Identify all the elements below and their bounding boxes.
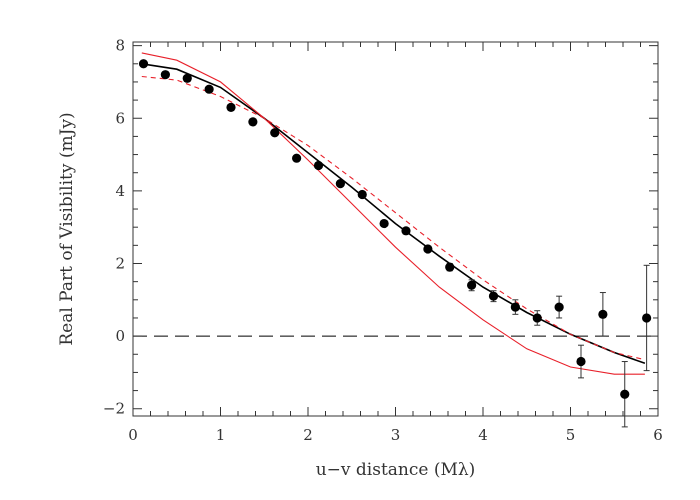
x-tick-label: 6	[653, 426, 663, 444]
data-point	[292, 153, 302, 163]
y-tick-label: 6	[115, 109, 125, 127]
data-point	[379, 218, 389, 229]
y-tick-label: 2	[115, 254, 125, 272]
data-point	[335, 179, 345, 189]
data-point	[488, 291, 499, 301]
y-tick-label: 0	[115, 327, 125, 345]
x-tick-label: 2	[303, 426, 313, 444]
data-point	[554, 302, 564, 312]
model-curve-red	[141, 52, 645, 375]
data-point	[510, 302, 520, 312]
data-point	[204, 84, 214, 94]
data-point	[620, 389, 630, 399]
y-tick-label: 4	[115, 182, 125, 200]
x-tick-label: 3	[391, 426, 401, 444]
data-point	[270, 128, 280, 138]
data-point	[532, 313, 542, 323]
x-tick-label: 0	[128, 426, 138, 444]
y-axis-label: Real Part of Visibility (mJy)	[57, 112, 77, 345]
y-tick-label: −2	[103, 400, 125, 418]
x-tick-label: 1	[216, 426, 226, 444]
data-point	[642, 313, 652, 323]
x-axis-label: u−v distance (Mλ)	[316, 460, 476, 480]
data-point	[313, 160, 324, 171]
data-point	[248, 117, 258, 127]
data-point	[401, 226, 411, 236]
data-point	[445, 262, 455, 272]
model-curve-black	[141, 63, 646, 365]
data-point	[467, 280, 477, 290]
data-point	[182, 73, 192, 83]
data-point	[160, 70, 170, 80]
data-point	[357, 189, 367, 200]
y-tick-label: 8	[115, 37, 125, 55]
x-tick-label: 5	[566, 426, 576, 444]
plot-points	[138, 59, 652, 428]
data-point	[138, 59, 149, 69]
model-curve-red-dashed	[141, 75, 646, 361]
data-point	[423, 244, 433, 254]
x-tick-label: 4	[478, 426, 488, 444]
plot-lines	[133, 52, 658, 375]
data-point	[226, 102, 236, 112]
data-point	[576, 356, 586, 367]
data-point	[598, 309, 608, 319]
